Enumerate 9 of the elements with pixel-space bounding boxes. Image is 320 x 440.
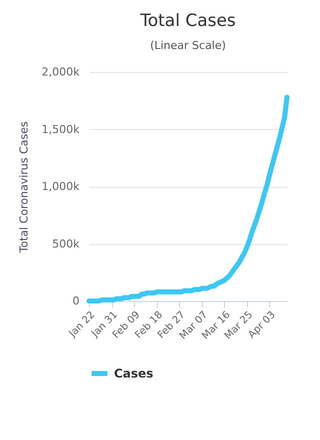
y-tick-label: 0 [72,294,80,308]
legend-label: Cases [114,366,154,380]
y-tick-label: 1,000k [42,180,80,193]
y-axis-title: Total Coronavirus Cases [18,121,31,254]
chart-title: Total Cases [139,11,236,31]
chart-subtitle: (Linear Scale) [150,39,226,52]
y-tick-label: 1,500k [42,122,80,136]
y-tick-label: 2,000k [42,66,80,78]
y-tick-label: 500k [52,237,80,250]
